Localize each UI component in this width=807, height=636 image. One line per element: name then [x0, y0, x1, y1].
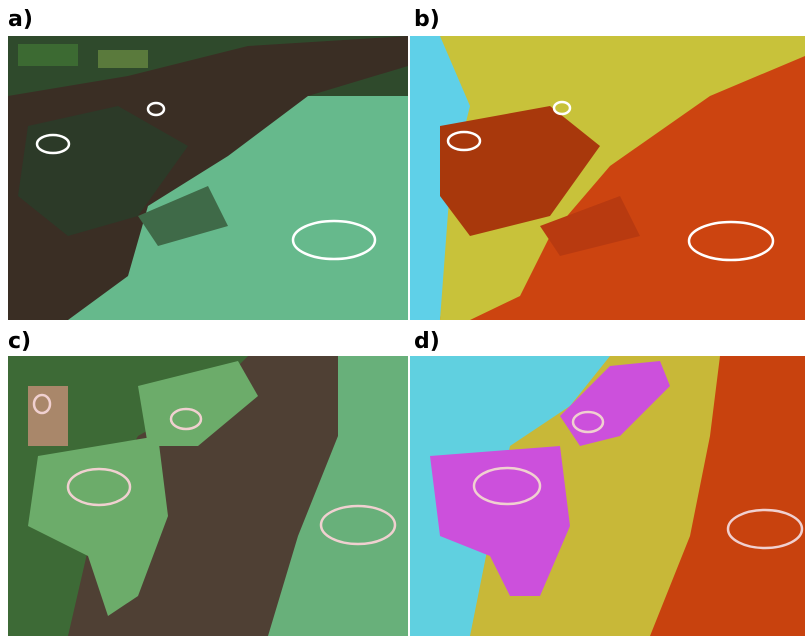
figure: a) b) c) d) — [0, 0, 807, 636]
panel-label: c) — [8, 329, 31, 354]
field — [18, 44, 78, 66]
image-d — [410, 356, 805, 636]
panel-label: b) — [414, 7, 440, 32]
field — [98, 50, 148, 68]
panel-label: d) — [414, 329, 440, 354]
image-c — [8, 356, 408, 636]
image-b — [410, 36, 805, 320]
image-a — [8, 36, 408, 320]
field — [28, 386, 68, 446]
panel-label: a) — [8, 7, 33, 32]
